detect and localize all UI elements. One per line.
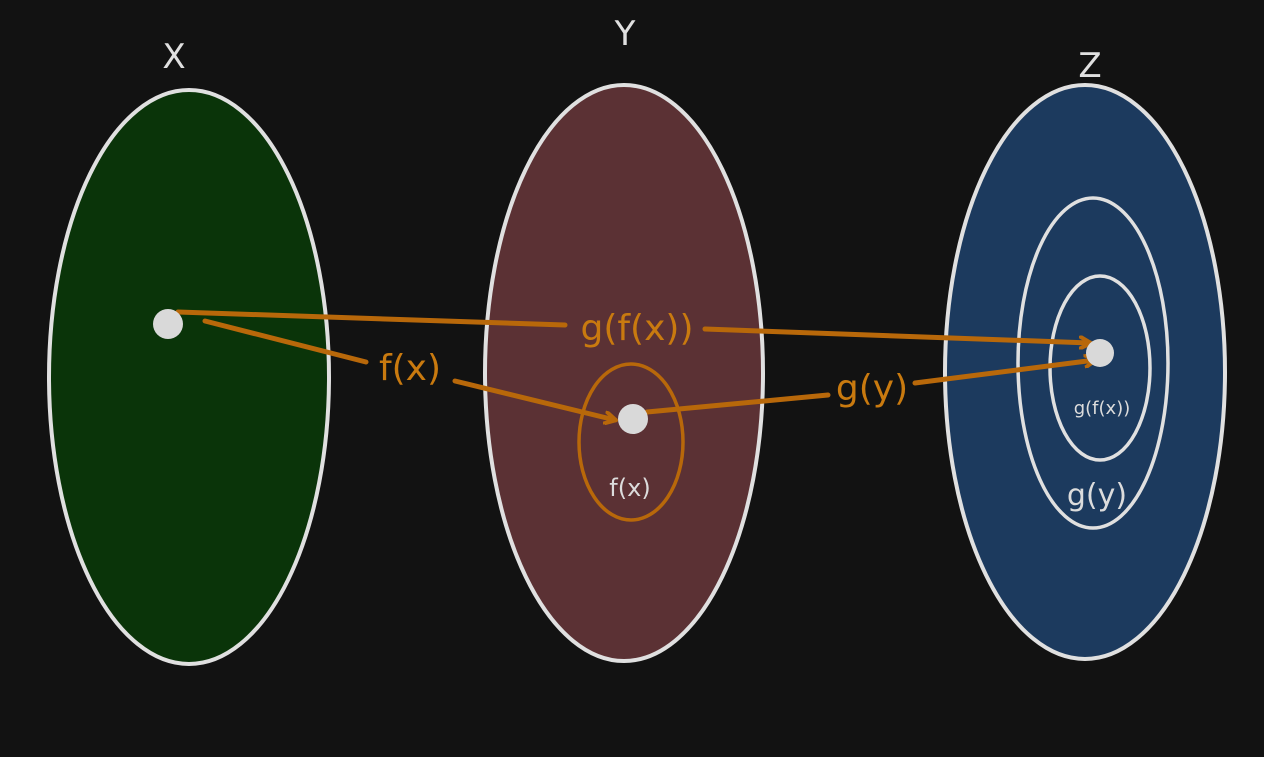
arrow-f-segment-2	[452, 378, 615, 420]
arrow-g-segment-2	[912, 360, 1095, 386]
arrow-gf-label: g(f(x))	[580, 308, 693, 349]
set-x-ellipse	[47, 88, 331, 666]
inner-set-fx-label: f(x)	[609, 474, 650, 502]
point-x	[153, 309, 183, 339]
point-fx	[618, 404, 648, 434]
set-y-ellipse	[483, 83, 765, 663]
arrow-f-segment-1	[202, 318, 369, 365]
set-y-label: Y	[614, 14, 636, 54]
arrow-g-label: g(y)	[836, 368, 908, 409]
inner-set-fx-ellipse	[577, 362, 685, 522]
point-gfx	[1086, 339, 1114, 367]
set-z-ellipse	[943, 83, 1227, 661]
arrow-gf-segment-2	[702, 326, 1090, 343]
inner-set-gy-ellipse	[1016, 196, 1170, 530]
arrow-f-label: f(x)	[379, 348, 441, 389]
inner-set-gfx-label: g(f(x))	[1074, 398, 1131, 419]
inner-set-gy-label: g(y)	[1067, 478, 1127, 513]
arrow-gf-segment-1	[175, 309, 568, 328]
set-z-label: Z	[1078, 46, 1101, 86]
set-x-label: X	[162, 37, 185, 77]
arrow-g-segment-1	[644, 392, 831, 415]
